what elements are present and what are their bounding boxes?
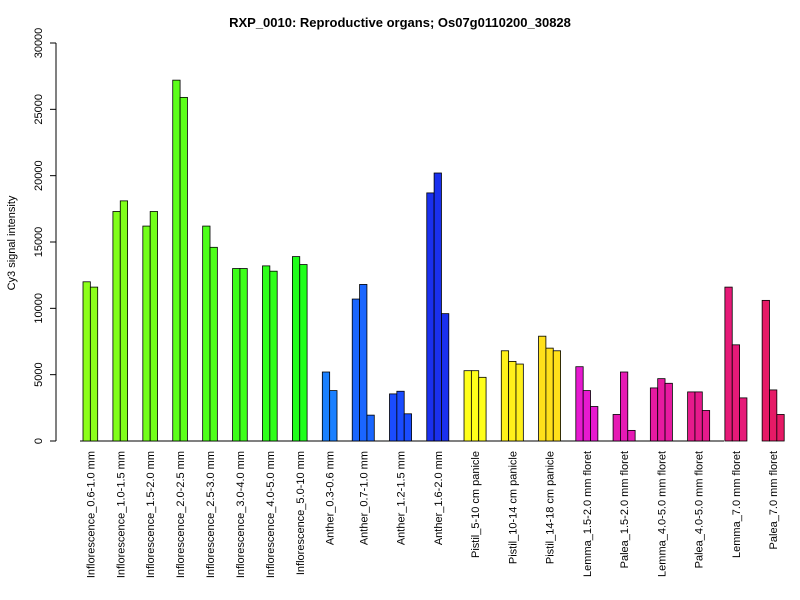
bar [112, 211, 121, 442]
bar [403, 413, 412, 442]
bar [149, 211, 158, 442]
category-label: Anther_0.3-0.6 mm [325, 451, 337, 545]
category-label: Pistil_10-14 cm panicle [507, 451, 519, 564]
category-label: Lemma_4.0-5.0 mm floret [656, 451, 668, 577]
bar [426, 192, 435, 442]
category-label: Anther_0.7-1.0 mm [358, 451, 370, 545]
bar [538, 335, 547, 442]
bar [299, 264, 308, 442]
bar [552, 350, 561, 442]
bar [389, 393, 398, 442]
bar [262, 265, 271, 442]
bar [620, 371, 629, 442]
bar [433, 172, 442, 442]
bar [179, 96, 188, 442]
category-label: Inflorescence_1.0-1.5 mm [115, 451, 127, 578]
category-label: Anther_1.6-2.0 mm [433, 451, 445, 545]
bar [359, 284, 368, 442]
category-label: Palea_7.0 mm floret [768, 451, 780, 549]
bar [612, 414, 621, 442]
bar [366, 414, 375, 442]
bar [142, 225, 151, 442]
bar [269, 270, 278, 442]
bar [478, 376, 487, 442]
bar [739, 397, 748, 442]
bar [291, 256, 301, 442]
bar [119, 200, 129, 442]
bar [575, 366, 584, 442]
category-label: Inflorescence_2.0-2.5 mm [175, 451, 187, 578]
category-label: Inflorescence_4.0-5.0 mm [265, 451, 277, 578]
bar [769, 389, 778, 442]
bar [545, 347, 554, 442]
bar [724, 286, 733, 442]
bar [209, 246, 218, 442]
bar [657, 378, 666, 442]
bar [500, 350, 510, 442]
category-label: Pistil_5-10 cm panicle [470, 451, 482, 558]
bar [441, 313, 450, 442]
bar [590, 406, 599, 442]
y-tick-label: 15000 [33, 227, 45, 258]
bars [82, 79, 785, 442]
category-label: Lemma_1.5-2.0 mm floret [582, 451, 594, 577]
bar [731, 344, 740, 442]
bar [351, 298, 360, 442]
y-axis-label: Cy3 signal intensity [6, 195, 18, 290]
bar [761, 299, 770, 442]
bar [470, 370, 480, 442]
y-tick-label: 20000 [33, 160, 45, 191]
bar [172, 79, 181, 442]
bar [232, 268, 241, 442]
y-axis: 0 5000 10000 15000 20000 25000 30000 [33, 28, 57, 444]
category-label: Anther_1.2-1.5 mm [396, 451, 408, 545]
y-tick-label: 25000 [33, 94, 45, 125]
category-label: Inflorescence_0.6-1.0 mm [85, 451, 97, 578]
category-label: Lemma_7.0 mm floret [731, 451, 743, 558]
category-label: Inflorescence_2.5-3.0 mm [205, 451, 217, 578]
bar [329, 390, 338, 442]
chart-title: RXP_0010: Reproductive organs; Os07g0110… [229, 15, 571, 30]
bar [664, 382, 673, 442]
category-label: Inflorescence_5.0-10 mm [295, 451, 307, 575]
bar [694, 391, 703, 442]
bar [701, 410, 711, 442]
bar [776, 414, 785, 442]
y-tick-label: 30000 [33, 28, 45, 59]
category-labels: Inflorescence_0.6-1.0 mm Inflorescence_1.… [85, 451, 780, 578]
bar [515, 363, 524, 442]
bar [321, 371, 331, 442]
y-tick-label: 10000 [33, 293, 45, 324]
bar [687, 391, 696, 442]
bar [649, 387, 659, 442]
bar [508, 360, 517, 442]
bar [89, 286, 99, 442]
bar [463, 370, 472, 442]
bar [627, 429, 636, 442]
bar [239, 268, 248, 442]
category-label: Pistil_14-18 cm panicle [545, 451, 557, 564]
bar [202, 225, 211, 442]
bar [396, 390, 405, 442]
category-label: Inflorescence_1.5-2.0 mm [145, 451, 157, 578]
bar [582, 390, 591, 442]
y-tick-label: 5000 [33, 362, 45, 386]
category-label: Palea_1.5-2.0 mm floret [619, 451, 631, 568]
category-label: Inflorescence_3.0-4.0 mm [235, 451, 247, 578]
bar [82, 281, 91, 442]
category-label: Palea_4.0-5.0 mm floret [694, 451, 706, 568]
y-tick-label: 0 [33, 438, 45, 444]
